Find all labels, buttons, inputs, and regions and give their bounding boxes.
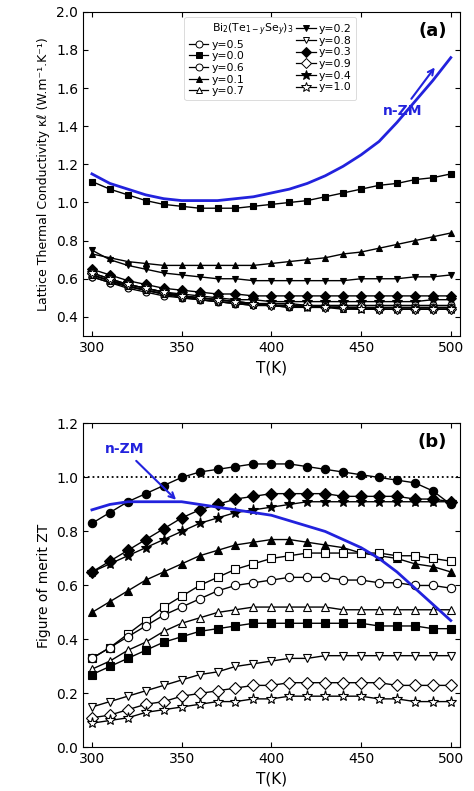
Y-axis label: Figure of merit ZT: Figure of merit ZT xyxy=(36,524,51,648)
X-axis label: T(K): T(K) xyxy=(256,361,287,376)
Y-axis label: Lattice Thermal Conductivity κℓ (W.m⁻¹.K⁻¹): Lattice Thermal Conductivity κℓ (W.m⁻¹.K… xyxy=(37,37,50,311)
Legend: Bi$_2$(Te$_{1-y}$Se$_y$)$_3$, y=0.5, y=0.0, y=0.6, y=0.1, y=0.7, y=0.2, y=0.8, y: Bi$_2$(Te$_{1-y}$Se$_y$)$_3$, y=0.5, y=0… xyxy=(184,17,356,100)
X-axis label: T(K): T(K) xyxy=(256,772,287,787)
Text: n-ZM: n-ZM xyxy=(383,70,433,118)
Text: (a): (a) xyxy=(418,21,447,40)
Text: (b): (b) xyxy=(417,433,447,451)
Text: n-ZM: n-ZM xyxy=(104,442,174,498)
